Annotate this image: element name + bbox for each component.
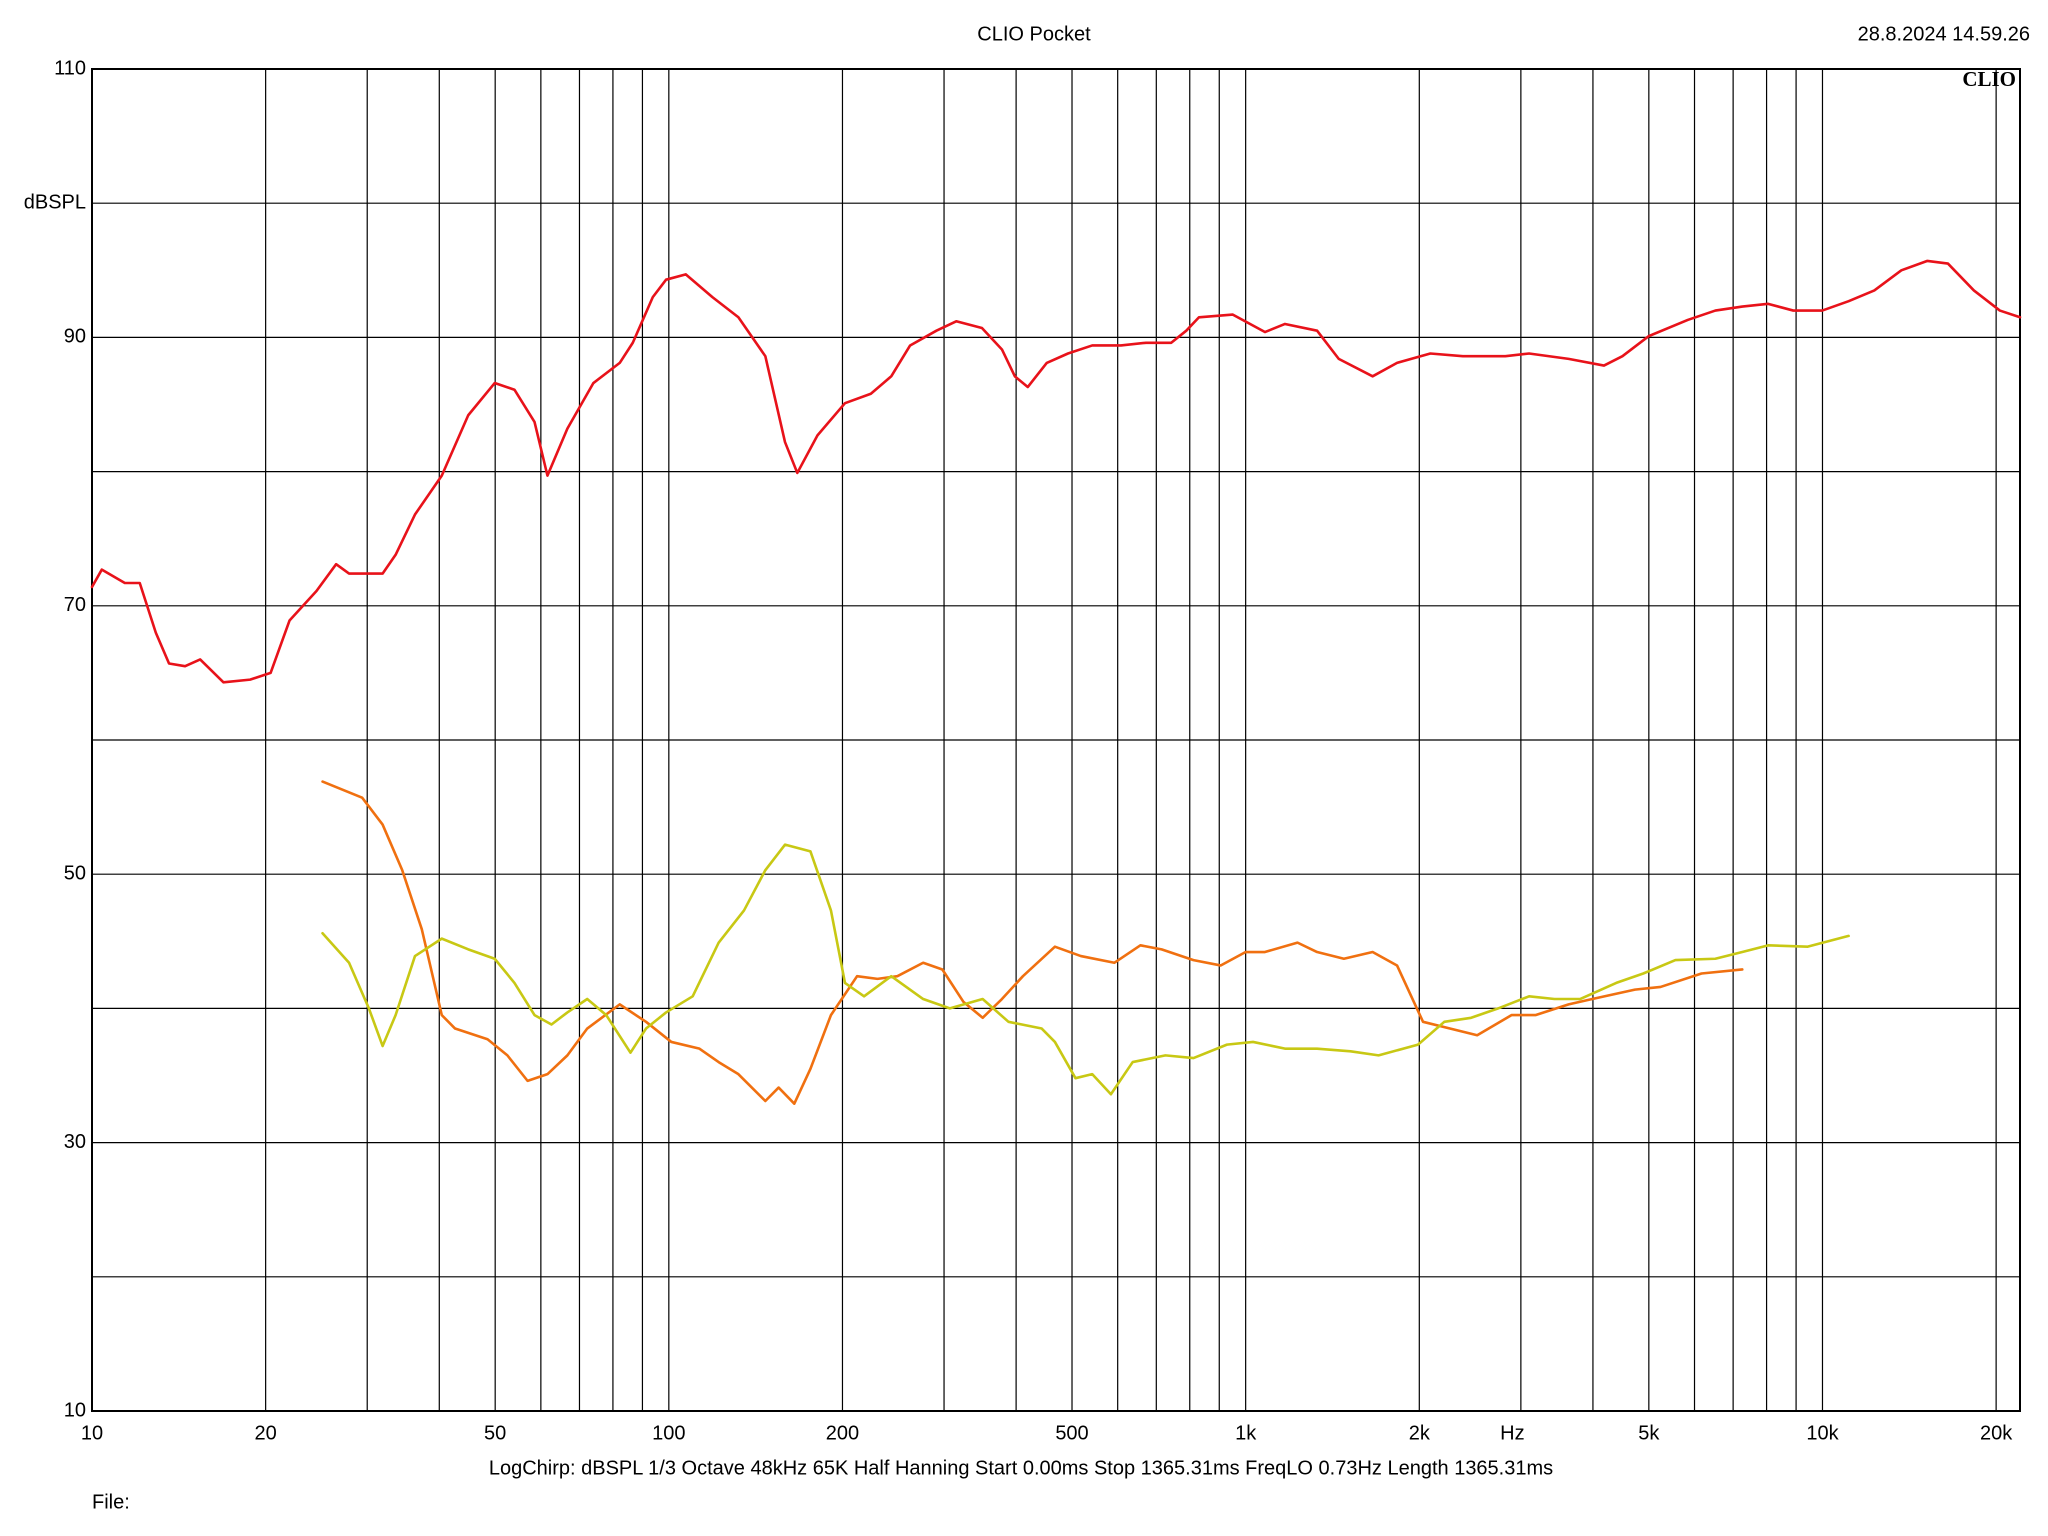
response-curve [90,259,2022,684]
x-tick-label: 10 [81,1422,103,1444]
y-tick-label: 90 [64,326,86,348]
measurement-info: LogChirp: dBSPL 1/3 Octave 48kHz 65K Hal… [489,1457,1553,1479]
y-tick-label: 110 [54,57,86,79]
x-tick-label: 20k [1980,1422,2013,1444]
x-tick-label: 2k [1409,1422,1431,1444]
x-axis-label: Hz [1500,1422,1524,1444]
x-tick-label: 20 [255,1422,277,1444]
x-tick-label: 1k [1235,1422,1257,1444]
y-tick-label: 10 [64,1399,86,1421]
y-tick-label: 50 [64,862,86,884]
y-axis-label: dBSPL [24,191,86,213]
x-tick-label: 100 [652,1422,685,1444]
logo: CLIO [1962,67,2016,91]
y-tick-label: 70 [64,594,86,616]
y-tick-label: 30 [64,1131,86,1153]
x-tick-label: 200 [826,1422,859,1444]
response-curve [321,843,1850,1096]
x-tick-label: 500 [1055,1422,1088,1444]
chart-title: CLIO Pocket [977,23,1091,45]
file-label: File: [92,1491,130,1513]
x-tick-label: 10k [1806,1422,1839,1444]
timestamp: 28.8.2024 14.59.26 [1858,23,2030,45]
x-tick-label: 5k [1638,1422,1660,1444]
plot-frame [91,68,2021,1412]
response-curve [321,780,1744,1105]
x-tick-label: 50 [484,1422,506,1444]
